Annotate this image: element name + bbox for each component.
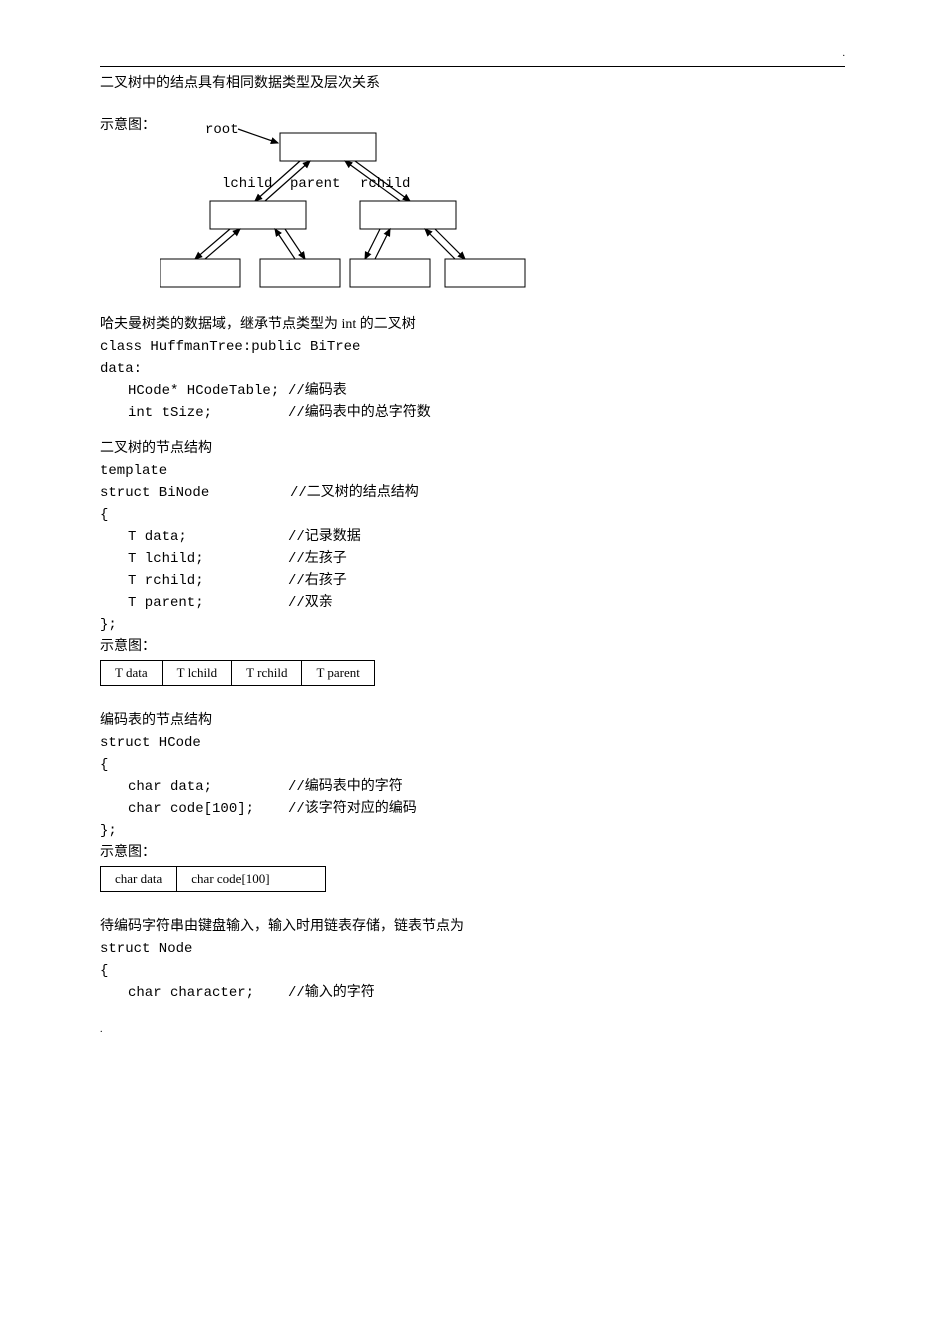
binode-table: T data T lchild T rchild T parent — [100, 660, 375, 686]
node-l1: struct Node — [100, 938, 845, 960]
top-horizontal-rule — [100, 66, 845, 67]
binode-row: T data;//记录数据 — [128, 526, 845, 548]
corner-dot-bottom: . — [100, 1024, 845, 1034]
root-label: root — [205, 122, 239, 138]
binode-row: T rchild;//右孩子 — [128, 570, 845, 592]
huffman-line4: int tSize;//编码表中的总字符数 — [128, 402, 845, 424]
huffman-line3: HCode* HCodeTable;//编码表 — [128, 380, 845, 402]
hcode-table: char data char code[100] — [100, 866, 326, 892]
hcode-row: char code[100];//该字符对应的编码 — [128, 798, 845, 820]
table-cell: char code[100] — [177, 867, 326, 892]
binode-l2: struct BiNode//二叉树的结点结构 — [100, 482, 845, 504]
hcode-end: }; — [100, 820, 845, 842]
tree-diagram: 示意图： root lchild parent rchild — [100, 115, 845, 300]
binode-end: }; — [100, 614, 845, 636]
table-cell: T rchild — [232, 661, 302, 686]
hcode-row: char data;//编码表中的字符 — [128, 776, 845, 798]
table-cell: T data — [101, 661, 163, 686]
hcode-diagram-label: 示意图： — [100, 842, 845, 864]
huffman-line1: class HuffmanTree:public BiTree — [100, 336, 845, 358]
lchild-label: lchild — [222, 176, 272, 192]
corner-dot-top: . — [100, 48, 845, 58]
binode-title: 二叉树的节点结构 — [100, 438, 845, 460]
huffman-title: 哈夫曼树类的数据域，继承节点类型为 int 的二叉树 — [100, 314, 845, 336]
diagram-label: 示意图： — [100, 115, 156, 137]
binode-row: T parent;//双亲 — [128, 592, 845, 614]
hcode-l1: struct HCode — [100, 732, 845, 754]
hcode-l2: { — [100, 754, 845, 776]
table-cell: T parent — [302, 661, 374, 686]
node-row: char character;//输入的字符 — [128, 982, 845, 1004]
hcode-title: 编码表的节点结构 — [100, 710, 845, 732]
tree-svg: root lchild parent rchild — [160, 115, 580, 295]
table-cell: T lchild — [162, 661, 232, 686]
node-title: 待编码字符串由键盘输入，输入时用链表存储，链表节点为 — [100, 916, 845, 938]
table-cell: char data — [101, 867, 177, 892]
document-page: . 二叉树中的结点具有相同数据类型及层次关系 示意图： root lchild … — [0, 0, 945, 1074]
node-l2: { — [100, 960, 845, 982]
parent-label: parent — [290, 176, 340, 192]
binode-l1: template — [100, 460, 845, 482]
huffman-line2: data: — [100, 358, 845, 380]
binode-row: T lchild;//左孩子 — [128, 548, 845, 570]
binode-diagram-label: 示意图： — [100, 636, 845, 658]
heading-line: 二叉树中的结点具有相同数据类型及层次关系 — [100, 73, 845, 95]
binode-l3: { — [100, 504, 845, 526]
